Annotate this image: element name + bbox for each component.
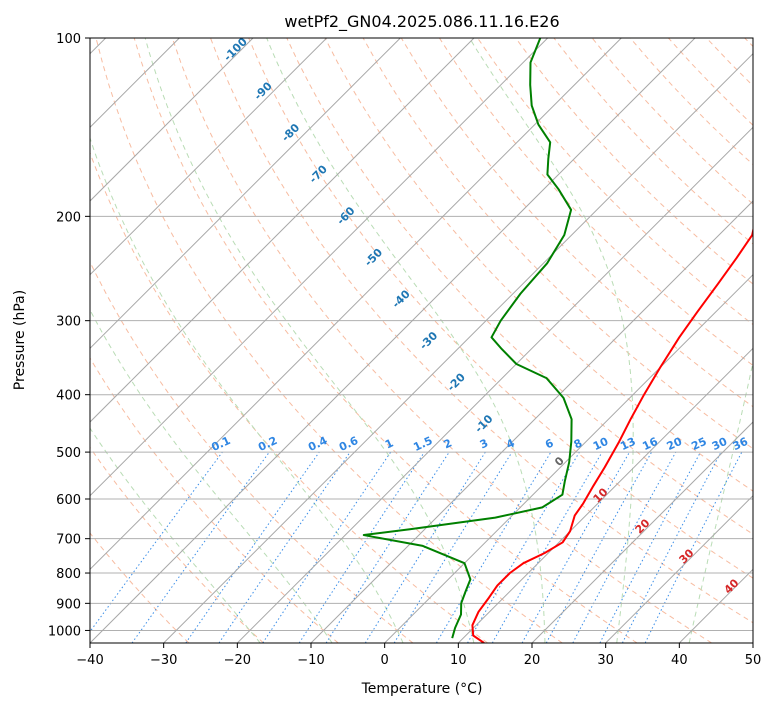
dry-adiabat [515, 38, 753, 285]
isotherm-gridline [310, 200, 753, 643]
moist-adiabat [90, 427, 261, 643]
dry-adiabat [90, 532, 190, 643]
grid-layer [90, 38, 753, 643]
x-tick-label: −20 [224, 653, 251, 668]
tick-layer: −40 −30 −20 −10 0 10 20 30 40 50 1000 900 800 700 600 5… [48, 32, 761, 668]
isotherm-gridline [90, 38, 622, 571]
x-tick-label: −10 [297, 653, 324, 668]
x-tick-label: 10 [450, 653, 467, 668]
x-tick-label: 40 [671, 653, 688, 668]
isotherm-gridline [90, 38, 696, 643]
dry-adiabat [400, 38, 753, 408]
isotherm-gridline [605, 494, 753, 643]
dry-adiabat [90, 151, 488, 643]
y-axis-label: Pressure (hPa) [12, 290, 28, 390]
mixing-ratio-label: 10 [591, 435, 611, 453]
isotherm-gridline [90, 38, 254, 202]
moist-adiabat [144, 38, 475, 643]
isotherm-gridline [457, 347, 753, 643]
dry-adiabat [438, 38, 753, 367]
mixing-ratio-label: 25 [689, 435, 708, 453]
x-tick-label: −40 [76, 653, 103, 668]
isotherm-gridline [384, 273, 753, 643]
isotherm-gridline [90, 38, 328, 276]
mixing-ratio-label: 30 [710, 435, 730, 453]
dry-adiabat [90, 357, 339, 643]
isotherm-gridline [531, 421, 753, 643]
dewpoint-profile [362, 38, 573, 639]
y-tick-label: 600 [56, 493, 81, 508]
moist-adiabat [90, 136, 404, 643]
isotherm-gridline [236, 126, 753, 643]
y-tick-label: 400 [56, 389, 81, 404]
y-tick-label: 300 [56, 315, 81, 330]
x-tick-label: 30 [597, 653, 614, 668]
y-tick-label: 200 [56, 210, 81, 225]
mixing-ratio-label: 20 [665, 435, 685, 453]
mixing-ratio-label: 13 [618, 435, 637, 453]
dry-adiabat [171, 38, 712, 643]
moist-adiabat [266, 38, 546, 643]
temperature-profile [471, 226, 753, 643]
chart-title: wetPf2_GN04.2025.086.11.16.E26 [284, 12, 559, 32]
mixing-ratio-label: 36 [731, 435, 751, 453]
x-tick-label: 0 [381, 653, 389, 668]
isotherm-gridline [90, 38, 401, 350]
y-tick-label: 500 [56, 446, 81, 461]
dry-adiabat [133, 38, 638, 643]
isotherm-gridline [90, 38, 549, 497]
series-layer [362, 38, 753, 643]
y-tick-label: 100 [56, 32, 81, 47]
x-tick-label: 20 [524, 653, 541, 668]
x-tick-label: 50 [745, 653, 762, 668]
plot-frame [89, 37, 754, 644]
isotherm-gridline [163, 52, 753, 643]
isotherm-gridline [90, 38, 475, 423]
y-tick-label: 1000 [48, 624, 81, 639]
dry-adiabat [90, 446, 264, 643]
x-axis-label: Temperature (°C) [361, 681, 483, 697]
mixing-ratio-label: 16 [640, 435, 660, 453]
y-tick-label: 700 [56, 533, 81, 548]
dry-adiabat [210, 38, 753, 624]
dry-adiabat [248, 38, 753, 579]
y-tick-label: 900 [56, 597, 81, 612]
dry-adiabat [95, 38, 563, 643]
y-tick-label: 800 [56, 567, 81, 582]
x-tick-label: −30 [150, 653, 177, 668]
